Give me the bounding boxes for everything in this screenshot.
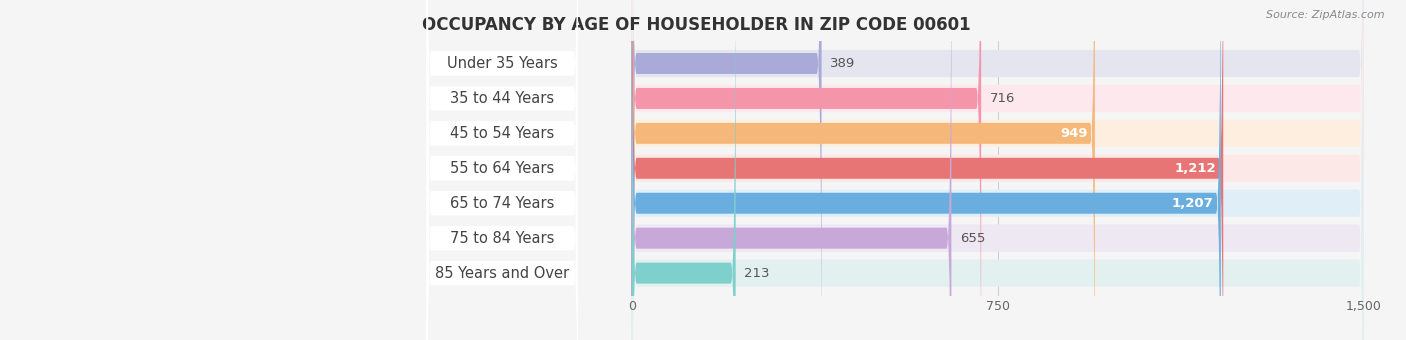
Text: 949: 949	[1060, 127, 1088, 140]
FancyBboxPatch shape	[631, 0, 981, 340]
FancyBboxPatch shape	[631, 0, 1223, 340]
Text: 655: 655	[960, 232, 986, 245]
Text: 55 to 64 Years: 55 to 64 Years	[450, 161, 554, 176]
Text: 65 to 74 Years: 65 to 74 Years	[450, 196, 554, 211]
FancyBboxPatch shape	[631, 0, 1364, 340]
FancyBboxPatch shape	[426, 0, 578, 340]
FancyBboxPatch shape	[426, 0, 578, 340]
Text: 45 to 54 Years: 45 to 54 Years	[450, 126, 554, 141]
FancyBboxPatch shape	[426, 0, 578, 340]
FancyBboxPatch shape	[426, 0, 578, 340]
FancyBboxPatch shape	[631, 0, 1364, 340]
Text: Under 35 Years: Under 35 Years	[447, 56, 558, 71]
Text: 1,207: 1,207	[1171, 197, 1213, 210]
FancyBboxPatch shape	[631, 0, 821, 340]
FancyBboxPatch shape	[631, 0, 1364, 340]
Text: 1,212: 1,212	[1174, 162, 1216, 175]
FancyBboxPatch shape	[631, 0, 735, 340]
Text: 389: 389	[831, 57, 856, 70]
FancyBboxPatch shape	[631, 0, 1364, 340]
FancyBboxPatch shape	[426, 0, 578, 340]
Text: 35 to 44 Years: 35 to 44 Years	[450, 91, 554, 106]
FancyBboxPatch shape	[631, 0, 1220, 340]
Text: Source: ZipAtlas.com: Source: ZipAtlas.com	[1267, 10, 1385, 20]
FancyBboxPatch shape	[631, 0, 952, 340]
Text: OCCUPANCY BY AGE OF HOUSEHOLDER IN ZIP CODE 00601: OCCUPANCY BY AGE OF HOUSEHOLDER IN ZIP C…	[422, 16, 970, 34]
FancyBboxPatch shape	[631, 0, 1095, 340]
Text: 75 to 84 Years: 75 to 84 Years	[450, 231, 554, 246]
Text: 716: 716	[990, 92, 1015, 105]
Text: 85 Years and Over: 85 Years and Over	[436, 266, 569, 280]
FancyBboxPatch shape	[631, 0, 1364, 340]
FancyBboxPatch shape	[426, 0, 578, 340]
FancyBboxPatch shape	[631, 0, 1364, 340]
FancyBboxPatch shape	[631, 0, 1364, 340]
Text: 213: 213	[744, 267, 770, 279]
FancyBboxPatch shape	[426, 0, 578, 340]
